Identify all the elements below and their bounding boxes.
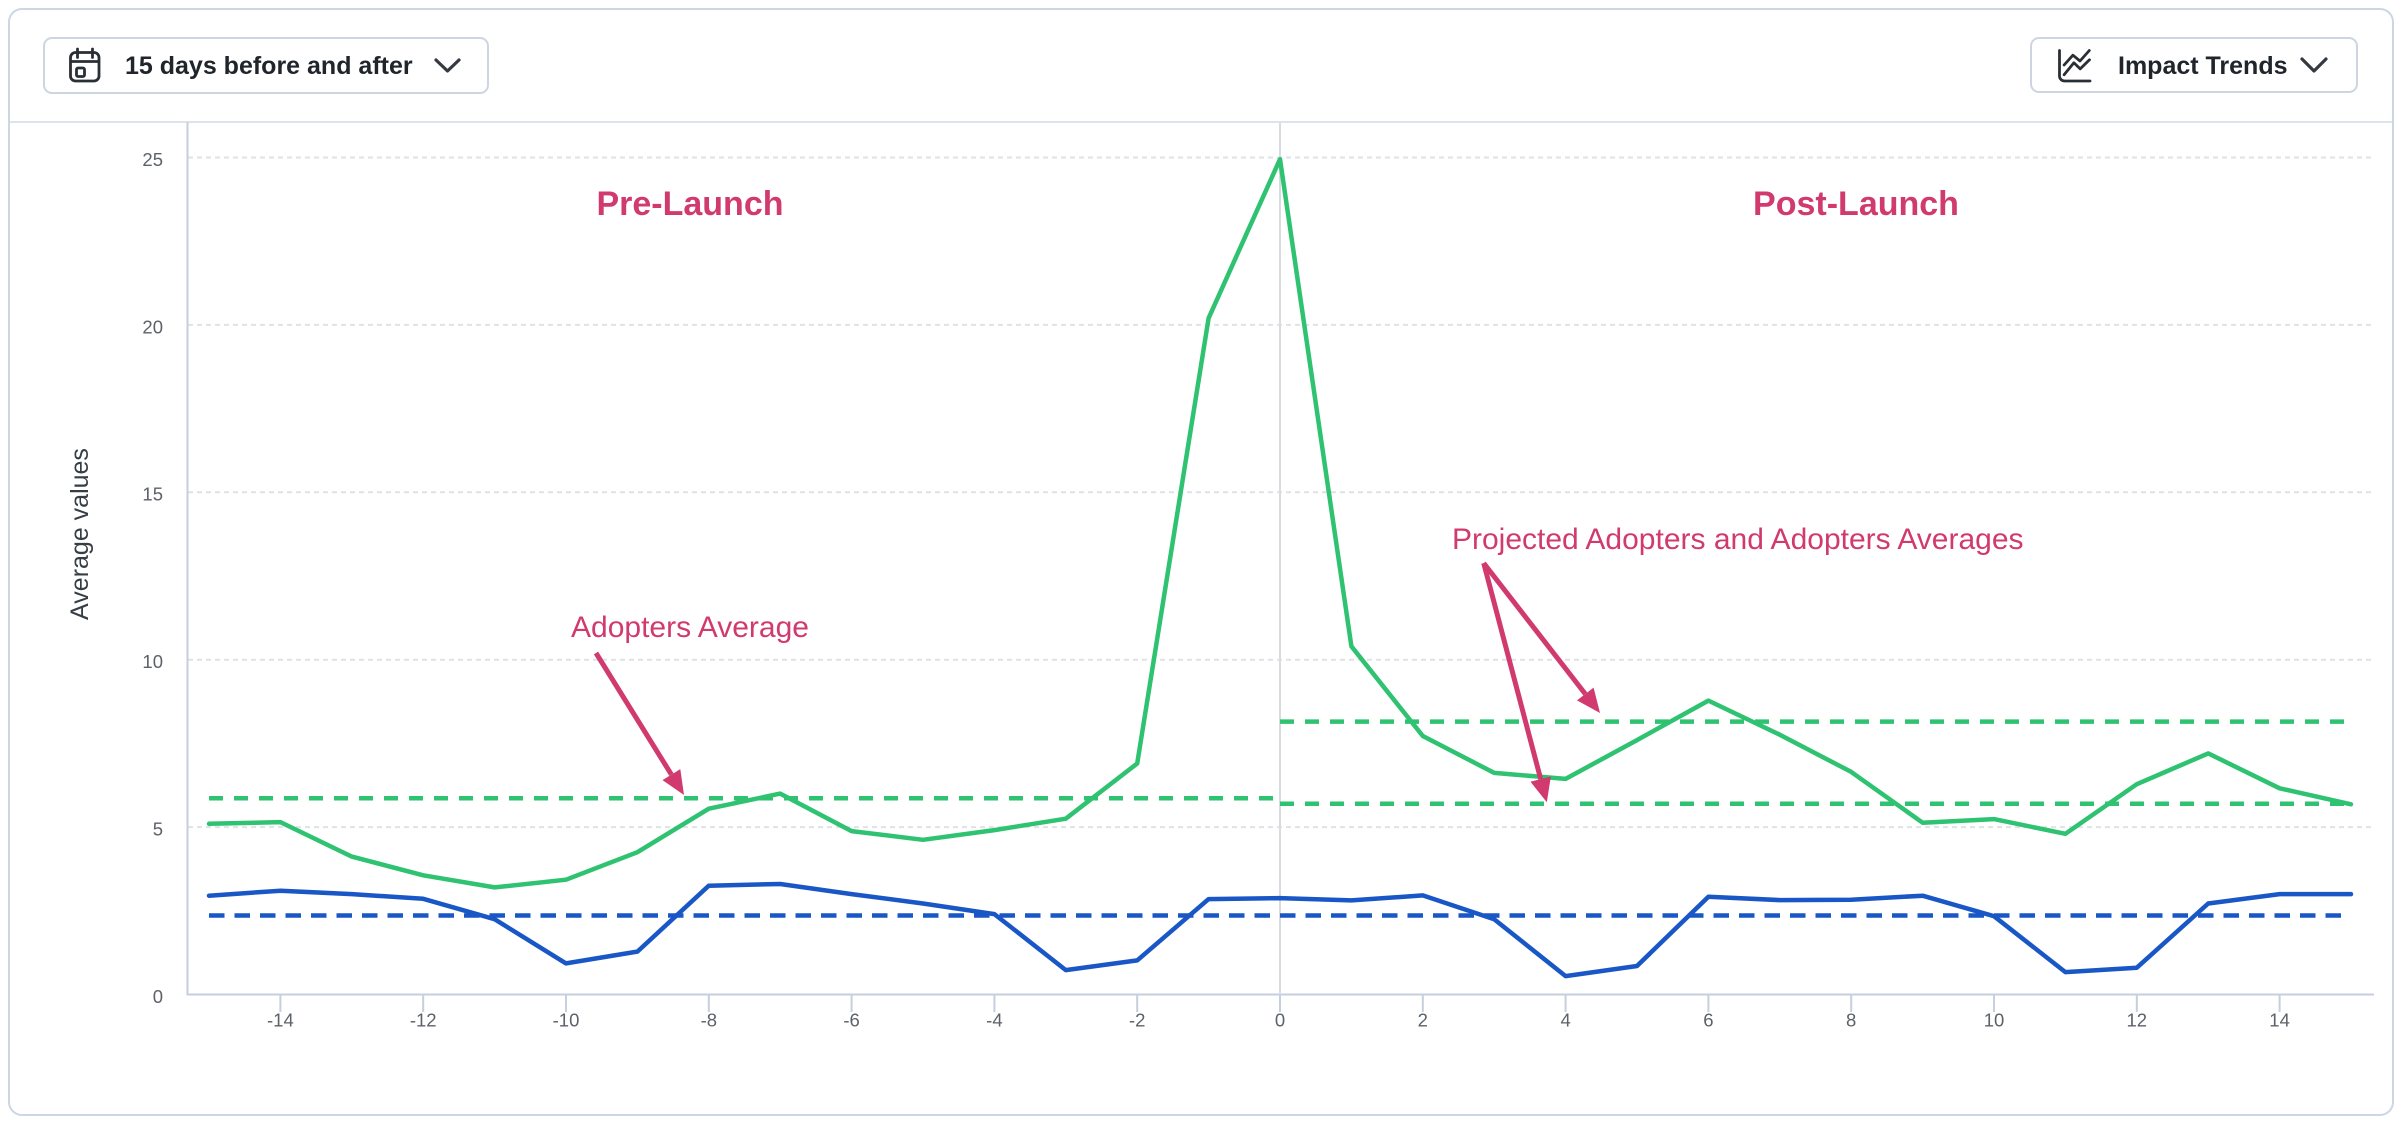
svg-text:-14: -14 [267,1010,294,1031]
svg-text:-6: -6 [843,1010,859,1031]
svg-text:10: 10 [142,651,163,672]
svg-text:Average values: Average values [66,448,94,620]
svg-text:12: 12 [2127,1010,2148,1031]
svg-text:15: 15 [142,484,163,505]
svg-text:0: 0 [153,986,163,1007]
svg-text:20: 20 [142,317,163,338]
svg-text:-10: -10 [553,1010,580,1031]
svg-text:Impact Trends: Impact Trends [2118,52,2288,80]
svg-text:0: 0 [1275,1010,1285,1031]
svg-text:Adopters Average: Adopters Average [571,611,809,644]
svg-text:8: 8 [1846,1010,1856,1031]
svg-text:4: 4 [1560,1010,1570,1031]
svg-text:Projected Adopters and Adopter: Projected Adopters and Adopters Averages [1452,523,2024,556]
svg-text:-2: -2 [1129,1010,1145,1031]
svg-text:25: 25 [142,149,163,170]
svg-text:5: 5 [153,819,163,840]
svg-text:6: 6 [1703,1010,1713,1031]
svg-text:2: 2 [1418,1010,1428,1031]
svg-text:14: 14 [2269,1010,2290,1031]
svg-text:15 days before and after: 15 days before and after [125,52,413,80]
svg-text:-12: -12 [410,1010,437,1031]
svg-text:Pre-Launch: Pre-Launch [596,185,783,223]
svg-text:Post-Launch: Post-Launch [1753,185,1959,223]
svg-text:-8: -8 [701,1010,717,1031]
svg-text:-4: -4 [986,1010,1002,1031]
svg-text:10: 10 [1984,1010,2005,1031]
